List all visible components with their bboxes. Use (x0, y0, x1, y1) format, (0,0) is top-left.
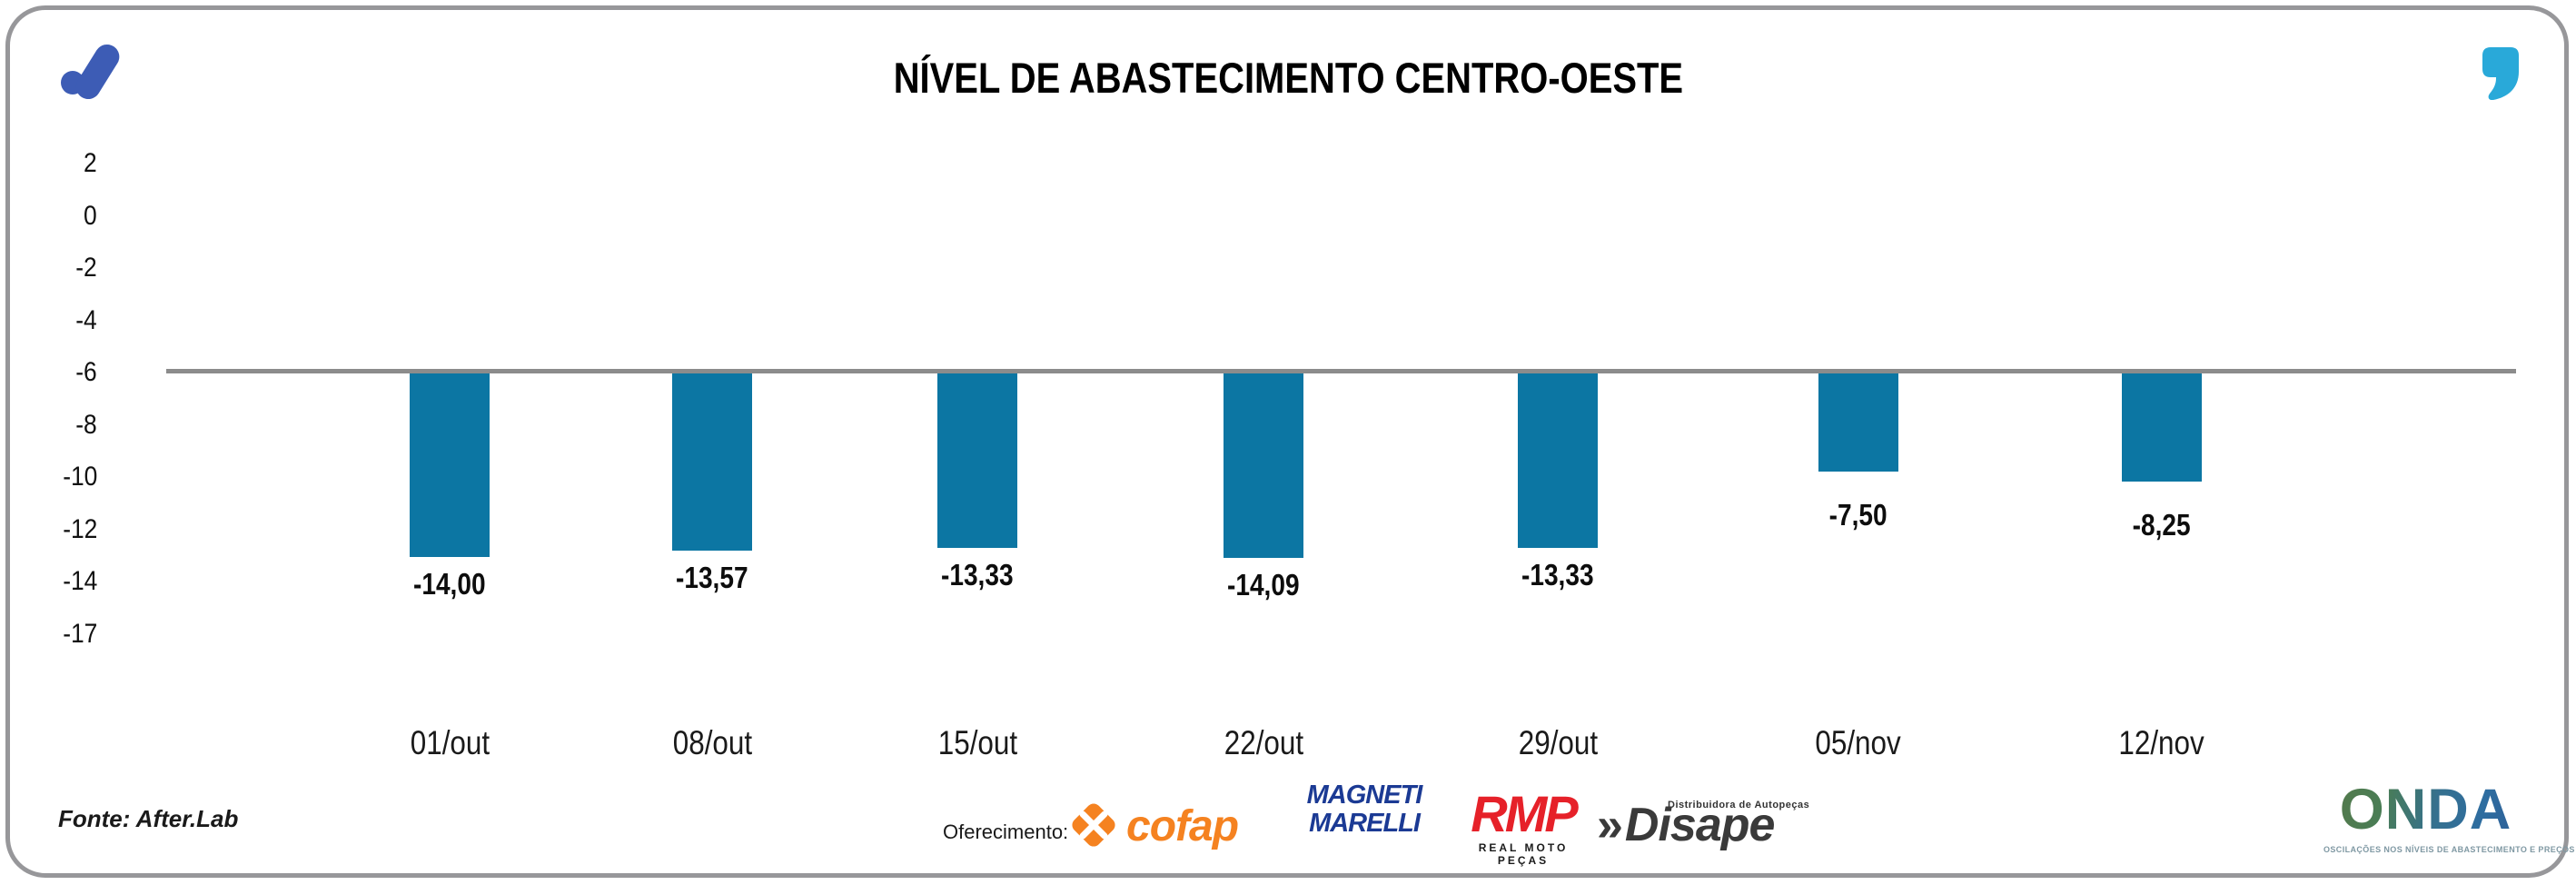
bar-value-label: -7,50 (1829, 498, 1887, 532)
page-title: NÍVEL DE ABASTECIMENTO CENTRO-OESTE (0, 53, 2576, 103)
baseline (166, 369, 2516, 373)
bar-value-label: -13,33 (1521, 558, 1594, 592)
bar-value-label: -13,57 (676, 561, 748, 594)
bar (937, 373, 1017, 548)
bar-value-label: -13,33 (941, 558, 1014, 592)
bar (1224, 373, 1303, 558)
y-tick-label: -6 (75, 357, 97, 387)
disape-wordmark: Disape (1624, 799, 1776, 851)
onda-logo-tagline: OSCILAÇÕES NOS NÍVEIS DE ABASTECIMENTO E… (2323, 845, 2575, 854)
source-note: Fonte: After.Lab (58, 805, 239, 832)
y-tick-label: -12 (62, 513, 97, 544)
category-label: 12/nov (2118, 724, 2205, 761)
category-label: 15/out (937, 724, 1017, 761)
bar-value-label: -8,25 (2133, 508, 2191, 542)
bar (1818, 373, 1898, 472)
bar-value-label: -14,00 (413, 567, 486, 601)
cofap-logo-icon (1072, 803, 1115, 847)
magneti-marelli-logo: MAGNETI MARELLI (1292, 781, 1437, 838)
disape-chevrons-icon: » (1597, 799, 1623, 851)
bar (672, 373, 752, 551)
bar (2122, 373, 2202, 482)
rmp-logo: RMP (1471, 785, 1578, 842)
bar (1518, 373, 1598, 548)
y-tick-label: -14 (62, 566, 97, 596)
y-tick-label: -4 (75, 304, 97, 335)
quote-icon (2482, 47, 2519, 100)
sponsor-label: Oferecimento: (943, 820, 1069, 843)
category-label: 05/nov (1815, 724, 1902, 761)
category-label: 01/out (410, 724, 490, 761)
y-tick-label: 2 (84, 148, 97, 178)
y-tick-label: -8 (75, 409, 97, 440)
bar (410, 373, 490, 557)
magneti-marelli-line1: MAGNETI (1306, 781, 1423, 810)
disape-logo-subtitle: Distribuidora de Autopeças (1668, 800, 1810, 810)
category-label: 29/out (1518, 724, 1598, 761)
y-tick-label: -17 (62, 618, 97, 649)
rmp-logo-subtitle: REAL MOTO PEÇAS (1478, 841, 1569, 867)
y-tick-label: -10 (62, 462, 97, 492)
magneti-marelli-line2: MARELLI (1309, 809, 1421, 838)
page-title-text: NÍVEL DE ABASTECIMENTO CENTRO-OESTE (893, 54, 1683, 102)
bar-value-label: -14,09 (1227, 568, 1300, 602)
category-label: 08/out (672, 724, 752, 761)
y-tick-label: 0 (84, 200, 97, 231)
y-tick-label: -2 (75, 253, 97, 283)
disape-logo: »Disape (1597, 799, 1776, 851)
onda-logo: ONDA (2328, 780, 2523, 840)
cofap-logo: cofap (1126, 802, 1239, 850)
category-label: 22/out (1224, 724, 1303, 761)
